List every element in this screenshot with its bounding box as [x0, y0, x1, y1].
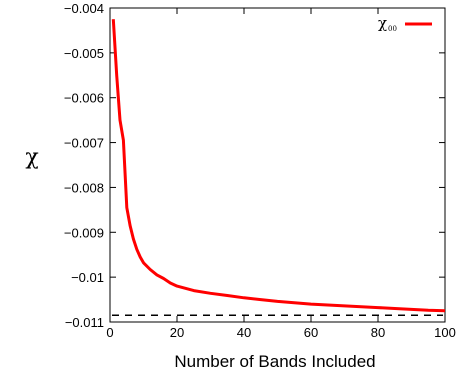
- series-line-chi00: [111, 19, 446, 313]
- y-tick-label: −0.009: [64, 225, 104, 240]
- y-tick-label: −0.011: [65, 315, 104, 330]
- y-tick-label: −0.004: [64, 1, 104, 16]
- x-axis-title: Number of Bands Included: [174, 352, 375, 371]
- plot-area: 0 20 40 60 80 100 −0.011 −0.01 −0.009 −0.008 −0.00…: [64, 1, 456, 340]
- x-tick-label: 20: [170, 325, 184, 340]
- x-tick-label: 40: [237, 325, 251, 340]
- x-tick-label: 100: [434, 325, 456, 340]
- plot-frame: [109, 7, 446, 323]
- legend-label-subscript: 00: [388, 25, 397, 33]
- y-tick-label: −0.006: [64, 91, 104, 106]
- y-tick-label: −0.007: [64, 136, 104, 151]
- y-tick-label: −0.008: [64, 180, 104, 195]
- legend-label: χ: [378, 14, 387, 32]
- x-tick-label: 60: [304, 325, 318, 340]
- y-tick-label: −0.01: [71, 270, 104, 285]
- legend: χ 00: [378, 14, 432, 33]
- x-tick-label: 80: [371, 325, 385, 340]
- y-axis-title: χ: [25, 145, 38, 170]
- y-tick-label: −0.005: [64, 46, 104, 61]
- x-tick-label: 0: [106, 325, 113, 340]
